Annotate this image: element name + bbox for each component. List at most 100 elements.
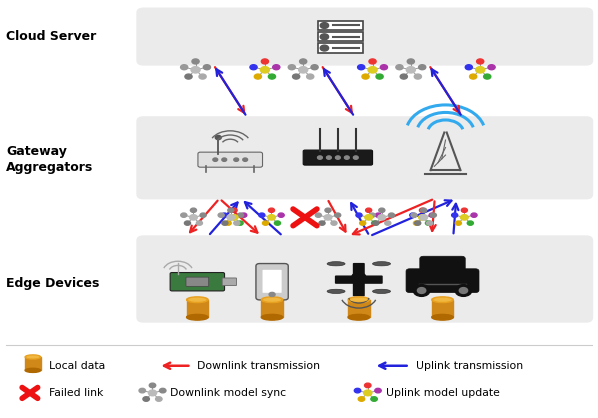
Circle shape (365, 208, 372, 212)
Bar (432, 300, 453, 317)
Circle shape (259, 213, 265, 217)
Circle shape (278, 213, 284, 217)
Circle shape (365, 215, 373, 220)
FancyBboxPatch shape (198, 152, 263, 167)
Ellipse shape (25, 368, 41, 372)
FancyBboxPatch shape (136, 116, 593, 199)
Circle shape (321, 34, 328, 40)
Text: Gateway
Aggregators: Gateway Aggregators (6, 145, 93, 174)
Circle shape (376, 74, 383, 79)
Circle shape (365, 383, 371, 387)
Circle shape (269, 208, 274, 212)
Circle shape (200, 213, 206, 217)
Circle shape (455, 221, 462, 225)
Ellipse shape (187, 297, 208, 303)
FancyBboxPatch shape (406, 269, 479, 293)
Circle shape (237, 221, 243, 225)
Circle shape (190, 215, 197, 220)
Text: Uplink model update: Uplink model update (386, 388, 499, 398)
Circle shape (268, 215, 275, 220)
FancyBboxPatch shape (136, 235, 593, 323)
Circle shape (369, 59, 376, 64)
Circle shape (414, 74, 422, 79)
Circle shape (488, 65, 495, 70)
FancyBboxPatch shape (170, 273, 225, 291)
FancyBboxPatch shape (318, 32, 363, 41)
Circle shape (451, 213, 457, 217)
FancyBboxPatch shape (318, 21, 363, 30)
Circle shape (459, 288, 468, 293)
Circle shape (467, 221, 474, 225)
Circle shape (352, 273, 366, 283)
Circle shape (241, 213, 247, 217)
Text: Failed link: Failed link (49, 388, 103, 398)
Circle shape (420, 215, 428, 220)
FancyBboxPatch shape (335, 275, 383, 284)
Ellipse shape (434, 298, 451, 302)
FancyBboxPatch shape (420, 256, 465, 274)
Circle shape (203, 65, 210, 70)
Ellipse shape (327, 262, 345, 266)
Circle shape (269, 293, 275, 297)
Circle shape (461, 208, 468, 212)
Ellipse shape (261, 314, 283, 320)
Circle shape (300, 59, 307, 64)
Bar (348, 300, 370, 317)
Circle shape (318, 156, 322, 159)
Text: Downlink transmission: Downlink transmission (197, 361, 321, 371)
Circle shape (325, 208, 331, 212)
Text: Downlink model sync: Downlink model sync (170, 388, 286, 398)
Text: Cloud Server: Cloud Server (6, 30, 96, 43)
Circle shape (311, 65, 318, 70)
Circle shape (465, 65, 472, 70)
FancyBboxPatch shape (136, 8, 593, 66)
Ellipse shape (261, 297, 283, 303)
Ellipse shape (188, 298, 206, 302)
Circle shape (419, 215, 426, 220)
Circle shape (254, 74, 261, 79)
Circle shape (375, 388, 382, 393)
Circle shape (231, 208, 237, 212)
FancyBboxPatch shape (353, 263, 365, 296)
Circle shape (335, 156, 340, 159)
Bar (261, 300, 283, 317)
Circle shape (307, 74, 314, 79)
Text: Local data: Local data (49, 361, 105, 371)
Circle shape (369, 213, 375, 217)
Circle shape (261, 59, 269, 64)
Circle shape (215, 135, 221, 140)
Circle shape (191, 66, 200, 73)
Circle shape (327, 156, 331, 159)
Circle shape (319, 221, 325, 225)
Circle shape (358, 65, 365, 70)
Circle shape (227, 215, 234, 220)
Circle shape (181, 65, 188, 70)
Ellipse shape (263, 298, 281, 302)
Circle shape (364, 390, 372, 396)
Circle shape (358, 397, 365, 401)
Circle shape (431, 213, 437, 217)
Circle shape (263, 221, 269, 225)
Circle shape (228, 208, 234, 212)
Circle shape (148, 390, 157, 396)
Circle shape (379, 208, 385, 212)
Circle shape (368, 66, 377, 73)
Circle shape (292, 74, 300, 79)
Circle shape (199, 74, 206, 79)
Text: Edge Devices: Edge Devices (6, 277, 99, 290)
Circle shape (143, 397, 150, 401)
Text: Uplink transmission: Uplink transmission (416, 361, 523, 371)
Ellipse shape (350, 298, 368, 302)
Circle shape (288, 65, 295, 70)
Circle shape (362, 74, 369, 79)
Circle shape (455, 285, 472, 296)
Circle shape (425, 221, 432, 225)
Circle shape (414, 221, 421, 225)
Circle shape (373, 221, 379, 225)
Circle shape (475, 66, 485, 73)
Circle shape (237, 213, 243, 217)
Circle shape (419, 208, 426, 212)
Ellipse shape (25, 355, 41, 359)
Circle shape (196, 221, 203, 225)
FancyBboxPatch shape (222, 278, 237, 285)
